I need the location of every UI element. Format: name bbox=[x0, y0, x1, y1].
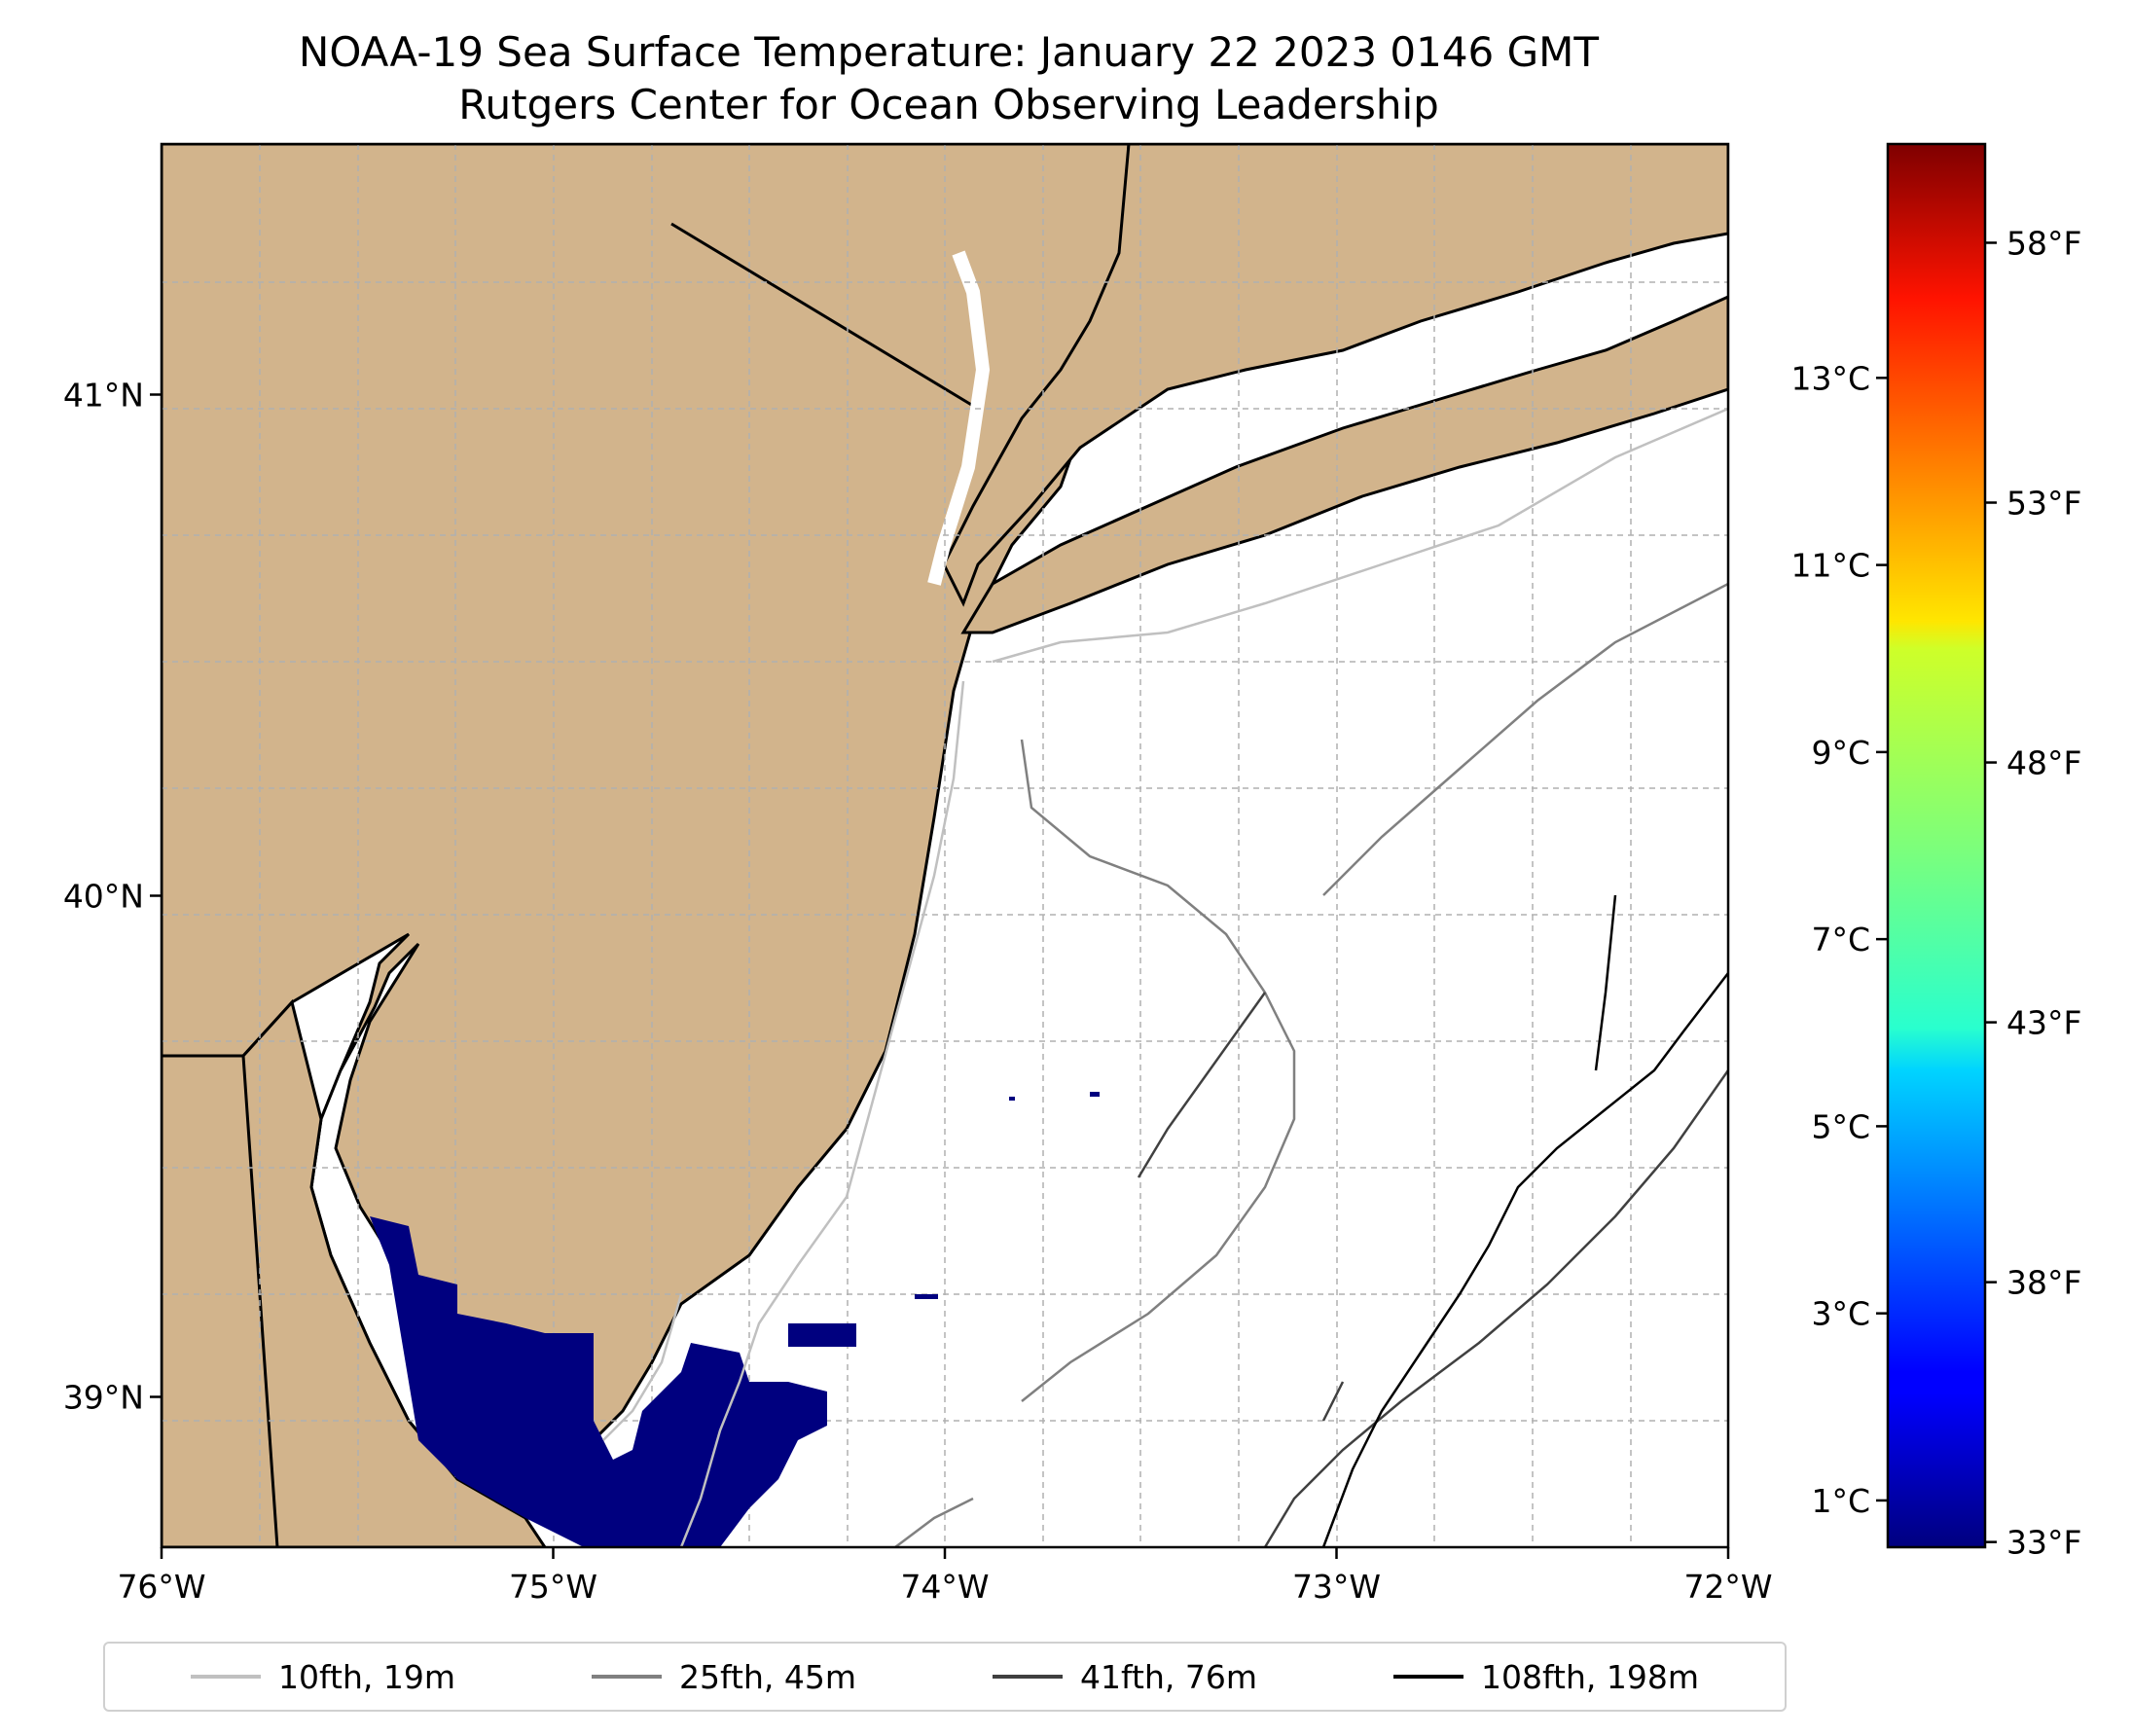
legend-item: 25fth, 45m bbox=[592, 1658, 856, 1696]
contour-198m bbox=[1321, 894, 1728, 1547]
latitude-ticks: 39°N 40°N 41°N bbox=[63, 377, 162, 1417]
contour-19m bbox=[602, 407, 1728, 1547]
lon-tick-label: 73°W bbox=[1292, 1568, 1381, 1606]
map-title: NOAA-19 Sea Surface Temperature: January… bbox=[298, 28, 1600, 76]
bathymetry-legend: 10fth, 19m 25fth, 45m 41fth, 76m 108fth,… bbox=[103, 1642, 1787, 1712]
legend-item: 41fth, 76m bbox=[993, 1658, 1257, 1696]
land-new-york-connecticut bbox=[942, 144, 1728, 607]
sst-patch bbox=[788, 1323, 856, 1347]
sst-patch bbox=[915, 1294, 938, 1299]
colorbar-fahrenheit-ticks: 33°F 38°F 43°F 48°F 53°F 58°F bbox=[1985, 224, 2081, 1562]
legend-item: 108fth, 198m bbox=[1393, 1658, 1699, 1696]
colorbar-fahrenheit-label: 33°F bbox=[2006, 1524, 2081, 1562]
colorbar-celsius-label: 7°C bbox=[1811, 921, 1870, 958]
legend-swatch bbox=[1393, 1675, 1463, 1679]
sst-cold-region bbox=[370, 1216, 827, 1547]
graticule bbox=[162, 144, 1728, 1547]
hudson-river bbox=[927, 250, 991, 586]
legend-label: 25fth, 45m bbox=[679, 1657, 856, 1696]
contour-76m bbox=[1137, 992, 1728, 1547]
land-delmarva bbox=[162, 998, 547, 1547]
state-boundary-delaware bbox=[162, 1054, 279, 1547]
colorbar-fahrenheit-label: 43°F bbox=[2006, 1004, 2081, 1042]
map-subtitle: Rutgers Center for Ocean Observing Leade… bbox=[458, 81, 1439, 128]
legend-label: 41fth, 76m bbox=[1080, 1657, 1257, 1696]
land-new-jersey bbox=[162, 144, 1131, 1501]
colorbar-celsius-label: 11°C bbox=[1790, 547, 1870, 585]
colorbar-celsius-ticks: 1°C 3°C 5°C 7°C 9°C 11°C 13°C bbox=[1790, 359, 1888, 1520]
colorbar-celsius-label: 1°C bbox=[1811, 1482, 1870, 1520]
longitude-ticks: 76°W 75°W 74°W 73°W 72°W bbox=[117, 1547, 1773, 1606]
lon-tick-label: 75°W bbox=[509, 1568, 597, 1606]
colorbar-fahrenheit-label: 38°F bbox=[2006, 1264, 2081, 1302]
legend-swatch bbox=[191, 1675, 261, 1679]
colorbar-celsius-label: 9°C bbox=[1811, 734, 1870, 772]
legend-item: 10fth, 19m bbox=[191, 1658, 455, 1696]
lon-tick-label: 74°W bbox=[900, 1568, 989, 1606]
colorbar-fahrenheit-label: 53°F bbox=[2006, 485, 2081, 523]
colorbar-celsius-label: 5°C bbox=[1811, 1107, 1870, 1145]
legend-label: 108fth, 198m bbox=[1481, 1657, 1699, 1696]
state-boundary-ny-nj bbox=[670, 222, 979, 411]
sst-patch bbox=[1009, 1097, 1015, 1101]
colorbar-celsius-label: 13°C bbox=[1790, 359, 1870, 397]
colorbar-fahrenheit-label: 48°F bbox=[2006, 744, 2081, 782]
lat-tick-label: 40°N bbox=[63, 878, 144, 916]
colorbar-fahrenheit-label: 58°F bbox=[2006, 224, 2081, 262]
colorbar bbox=[1886, 142, 1987, 1549]
lon-tick-label: 76°W bbox=[117, 1568, 205, 1606]
legend-label: 10fth, 19m bbox=[278, 1657, 455, 1696]
land-long-island bbox=[960, 295, 1728, 634]
lon-tick-label: 72°W bbox=[1683, 1568, 1772, 1606]
colorbar-celsius-label: 3°C bbox=[1811, 1295, 1870, 1333]
lat-tick-label: 39°N bbox=[63, 1379, 144, 1417]
contour-45m bbox=[894, 582, 1728, 1547]
sst-patch bbox=[1090, 1092, 1100, 1097]
legend-swatch bbox=[592, 1675, 662, 1679]
legend-swatch bbox=[993, 1675, 1063, 1679]
lat-tick-label: 41°N bbox=[63, 377, 144, 415]
